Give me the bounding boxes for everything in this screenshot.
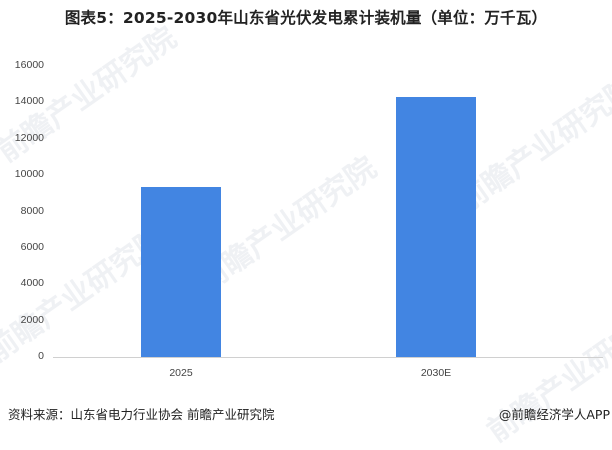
x-tick-label: 2030E <box>420 367 452 379</box>
y-tick-label: 10000 <box>14 168 44 181</box>
watermark: 前瞻产业研究院 <box>480 300 612 450</box>
source-note: 资料来源：山东省电力行业协会 前瞻产业研究院 <box>8 407 275 422</box>
x-tick-label: 2025 <box>169 367 193 379</box>
y-tick-label: 6000 <box>20 240 44 253</box>
y-tick-label: 14000 <box>14 95 44 108</box>
y-tick-label: 4000 <box>20 277 44 290</box>
y-tick-label: 2000 <box>20 313 44 326</box>
y-tick-label: 0 <box>38 350 44 362</box>
y-tick-label: 8000 <box>20 204 44 217</box>
bar-2030E <box>396 96 476 357</box>
watermark: 前瞻产业研究院 <box>0 20 184 170</box>
y-tick-label: 12000 <box>14 131 44 144</box>
chart-plot-area: 前瞻产业研究院 前瞻产业研究院 前瞻产业研究院 前瞻产业研究院 前瞻产业研究院 … <box>0 20 612 449</box>
x-axis-line <box>53 357 603 358</box>
chart-title: 图表5：2025-2030年山东省光伏发电累计装机量（单位：万千瓦） <box>64 9 548 27</box>
bar-2025 <box>141 186 221 357</box>
y-tick-label: 16000 <box>14 59 44 71</box>
credit-note: @前瞻经济学人APP <box>498 407 610 422</box>
